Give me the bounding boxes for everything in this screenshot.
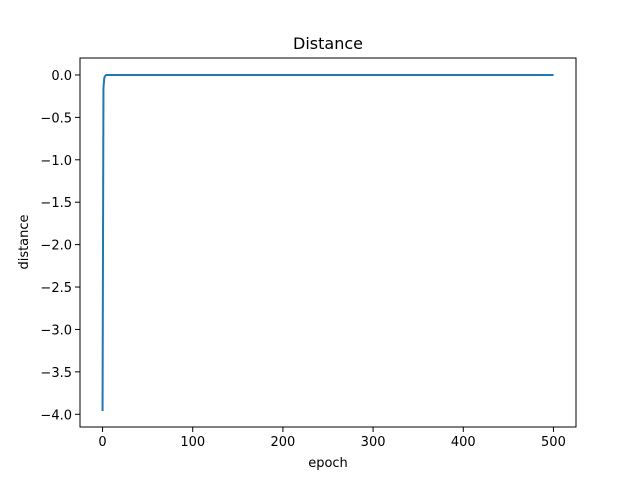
y-tick-label: −1.5: [40, 196, 72, 211]
y-axis: 0.0 −0.5 −1.0 −1.5 −2.0 −2.5 −3.0 −3.5 −4.0: [40, 69, 80, 423]
x-tick-label: 500: [541, 435, 566, 450]
series-line-0: [101, 73, 554, 412]
x-tick-label: 200: [270, 435, 295, 450]
y-tick-label: 0.0: [51, 69, 72, 84]
y-tick-label: −2.0: [40, 239, 72, 254]
plot-area: 0 100 200 300 400 500 0.0 −0.5 −1.0 −1.5 −2.0 −2.5…: [40, 57, 577, 450]
y-tick-label: −3.0: [40, 323, 72, 338]
x-tick-label: 0: [98, 435, 106, 450]
y-tick-label: −2.5: [40, 281, 72, 296]
x-axis: 0 100 200 300 400 500: [98, 427, 566, 450]
x-tick-label: 400: [451, 435, 476, 450]
x-tick-label: 300: [361, 435, 386, 450]
x-axis-label: epoch: [308, 456, 348, 471]
y-axis-label: distance: [17, 214, 32, 269]
series-layer: [101, 73, 554, 412]
y-tick-label: −1.0: [40, 154, 72, 169]
y-tick-label: −3.5: [40, 366, 72, 381]
chart-title: Distance: [293, 34, 363, 53]
axes-frame: [79, 57, 577, 428]
y-tick-label: −4.0: [40, 408, 72, 423]
y-tick-label: −0.5: [40, 111, 72, 126]
x-tick-label: 100: [180, 435, 205, 450]
